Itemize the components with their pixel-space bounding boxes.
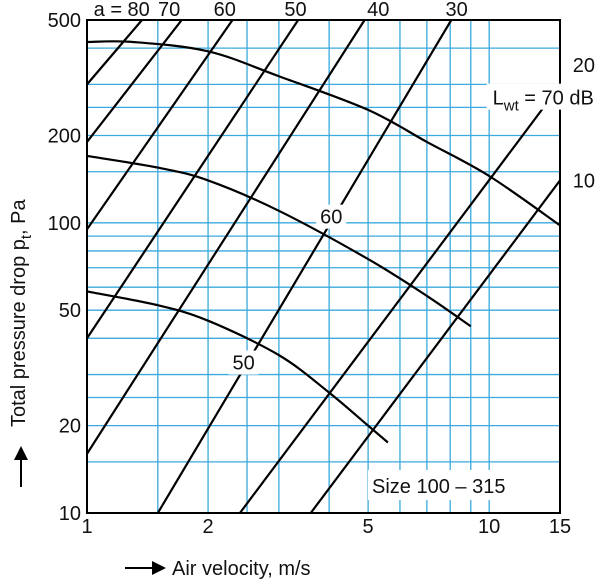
- x-tick-label: 15: [549, 516, 571, 538]
- y-tick-label: 20: [59, 416, 81, 438]
- x-axis-arrow-head: [152, 561, 166, 575]
- curve-label-70db: Lwt = 70 dB: [493, 88, 594, 115]
- damper-line-label: 50: [284, 0, 306, 21]
- damper-line-label: 60: [214, 0, 236, 21]
- x-tick-label: 1: [81, 516, 92, 538]
- x-tick-label: 5: [363, 516, 374, 538]
- plot-frame: [86, 19, 561, 514]
- sound-curve-60: [86, 154, 472, 328]
- curve-label-background: [486, 83, 599, 110]
- curve-label-50: 50: [232, 353, 254, 375]
- damper-line-70: [87, 20, 183, 143]
- damper-line-label: 30: [446, 0, 468, 21]
- size-annotation: Size 100 – 315: [368, 470, 540, 500]
- damper-line-10: [309, 179, 560, 513]
- y-axis-arrow-head: [14, 446, 28, 460]
- x-tick-label: 10: [478, 516, 500, 538]
- chart-labels: a = 80 70 60 50 40 30 20 10 Lwt = 70 dB 60 50: [94, 0, 599, 375]
- size-annotation-text: Size 100 – 315: [372, 476, 505, 498]
- damper-line-label: 10: [573, 170, 595, 192]
- curve-label-background: [316, 204, 347, 229]
- damper-lines: [87, 20, 560, 513]
- curve-label-60: 60: [320, 207, 342, 229]
- y-axis-title: Total pressure drop pt, Pa: [8, 198, 35, 487]
- sound-curve-50: [86, 290, 389, 444]
- x-axis-label: Air velocity, m/s: [172, 558, 311, 580]
- axis-ticks: 1 2 5 10 15 10 20 50 100 200 500: [48, 10, 572, 538]
- sound-curve-70db: [86, 40, 561, 227]
- sound-level-curves: [86, 40, 561, 444]
- y-axis-label: Total pressure drop pt, Pa: [8, 198, 35, 427]
- y-tick-label: 50: [59, 300, 81, 322]
- damper-line-30: [156, 20, 453, 513]
- damper-line-label: 40: [367, 0, 389, 21]
- damper-line-label: 20: [573, 55, 595, 77]
- y-tick-label: 500: [48, 10, 81, 32]
- damper-line-label: a = 80: [94, 0, 150, 21]
- y-tick-label: 200: [48, 125, 81, 147]
- damper-line-label: 70: [158, 0, 180, 21]
- damper-line-20: [239, 87, 559, 513]
- x-tick-label: 2: [203, 516, 214, 538]
- y-tick-label: 100: [48, 213, 81, 235]
- x-axis-title: Air velocity, m/s: [125, 558, 311, 580]
- damper-line-40: [87, 20, 366, 455]
- y-tick-label: 10: [59, 503, 81, 525]
- curve-label-background: [228, 350, 259, 375]
- damper-line-60: [87, 20, 234, 230]
- damper-line-50: [87, 20, 300, 339]
- size-annotation-background: [368, 470, 540, 500]
- damper-line-80: [87, 20, 143, 86]
